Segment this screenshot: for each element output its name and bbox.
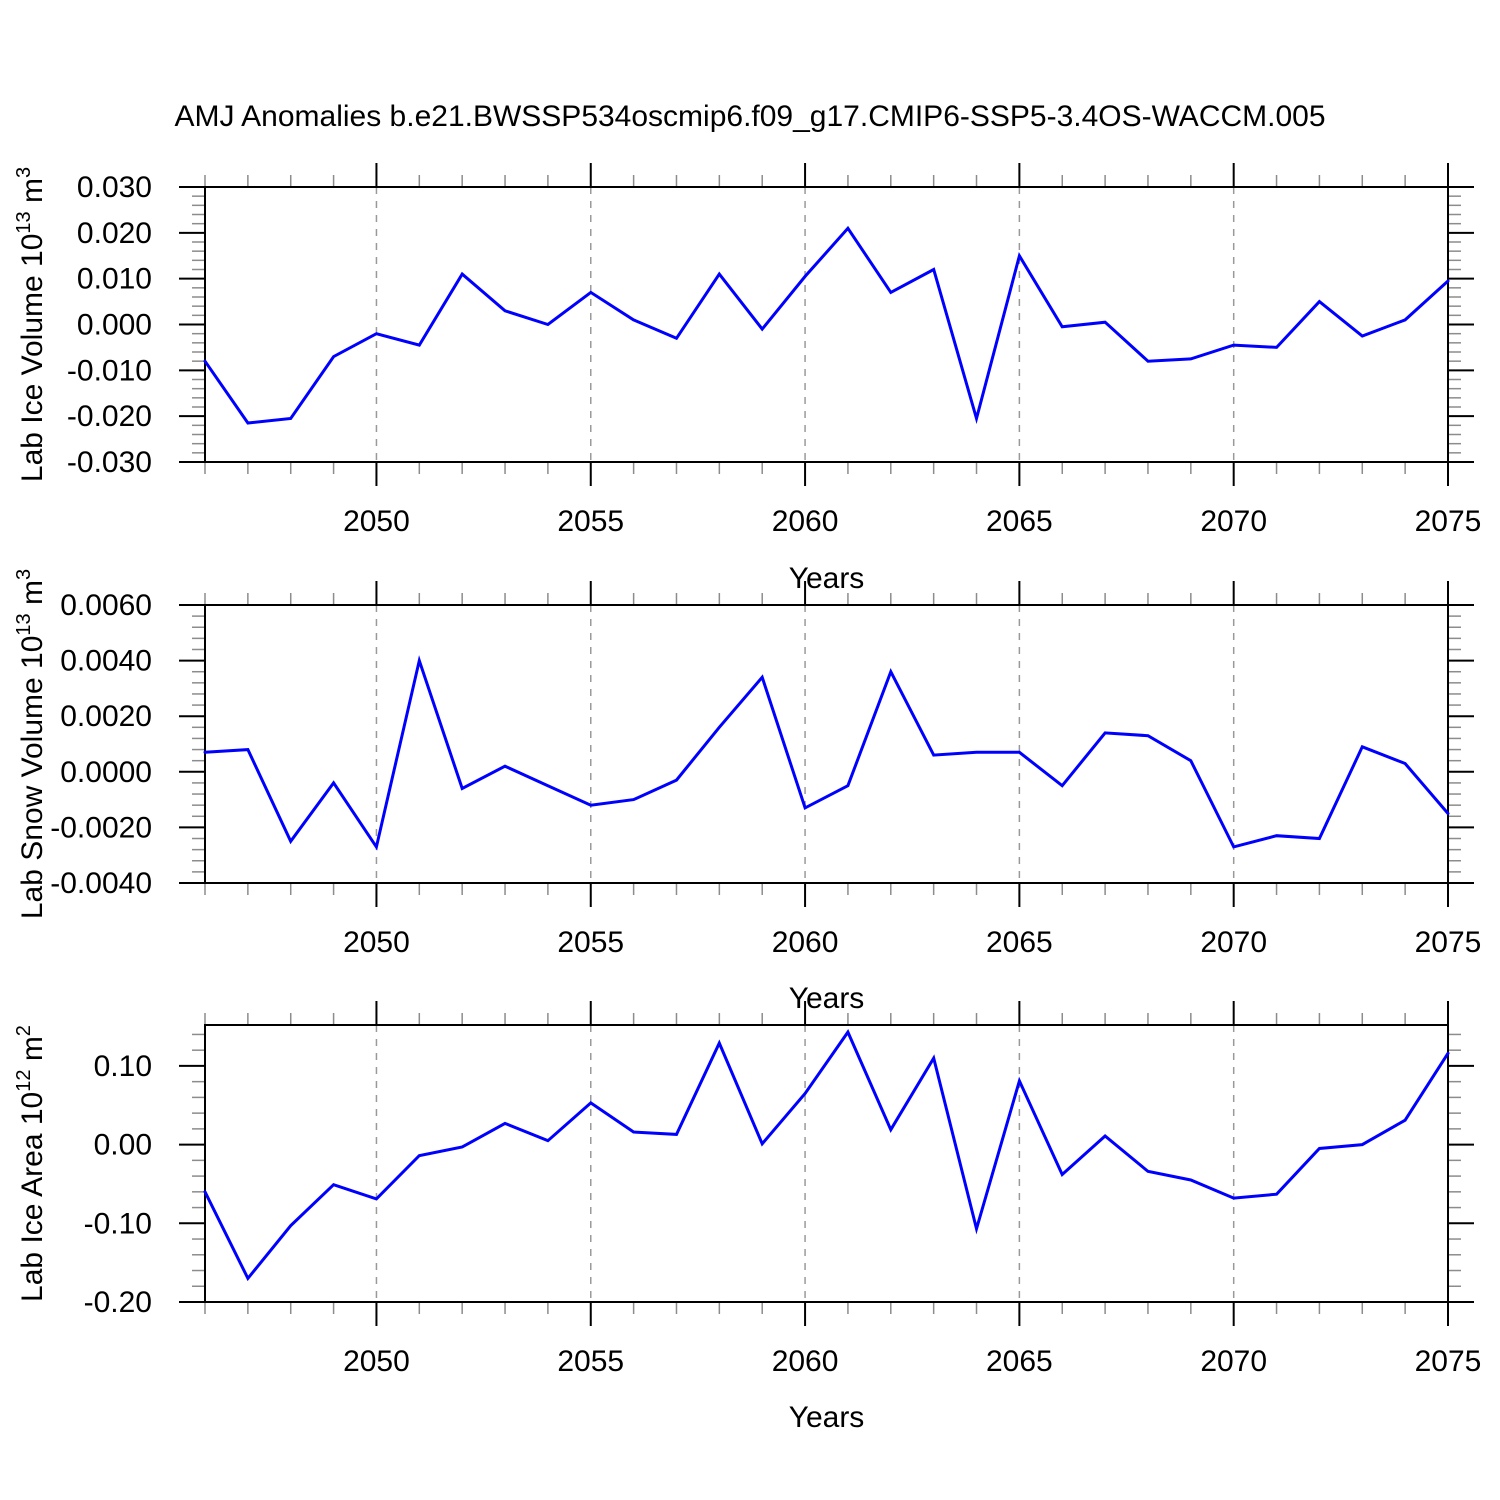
x-tick-label: 2065: [986, 926, 1053, 959]
chart-lab-snow-volume: 0.0060 0.0040 0.0020 0.0000 -0.0020 -0.0040 20…: [13, 569, 1481, 1015]
y-axis-label: Lab Ice Volume 1013 m3: [13, 167, 49, 482]
y-tick-label: -0.0020: [50, 811, 152, 844]
x-tick-label: 2050: [343, 1345, 410, 1378]
y-tick-label: -0.0040: [50, 867, 152, 900]
y-tick-label: -0.10: [84, 1207, 152, 1240]
plot-frame: [204, 186, 1449, 463]
y-tick-label: 0.0020: [60, 700, 152, 733]
plot-frame: [204, 1024, 1449, 1303]
y-axis-label: Lab Snow Volume 1013 m3: [13, 569, 49, 919]
y-tick-label: 0.030: [77, 171, 152, 204]
y-tick-label: 0.000: [77, 309, 152, 342]
x-tick-label: 2050: [343, 926, 410, 959]
x-tick-label: 2050: [343, 505, 410, 538]
x-tick-label: 2065: [986, 505, 1053, 538]
y-tick-label: 0.0040: [60, 645, 152, 678]
series-line: [203, 1029, 1450, 1282]
x-axis-label: Years: [789, 982, 865, 1015]
series-line: [203, 225, 1450, 425]
y-tick-label: 0.10: [94, 1050, 152, 1083]
y-tick-label: 0.0000: [60, 756, 152, 789]
x-tick-label: 2065: [986, 1345, 1053, 1378]
x-tick-label: 2070: [1200, 1345, 1267, 1378]
y-tick-label: -0.20: [84, 1286, 152, 1319]
y-tick-label: 0.0060: [60, 589, 152, 622]
figure-title: AMJ Anomalies b.e21.BWSSP534oscmip6.f09_…: [174, 100, 1326, 133]
x-tick-label: 2060: [772, 1345, 839, 1378]
y-tick-label: -0.010: [67, 354, 152, 387]
x-tick-label: 2055: [557, 1345, 624, 1378]
x-tick-label: 2055: [557, 926, 624, 959]
series-line: [203, 655, 1450, 851]
x-tick-label: 2070: [1200, 505, 1267, 538]
x-axis-label: Years: [789, 562, 865, 595]
plot-frame: [204, 604, 1449, 884]
y-tick-label: 0.00: [94, 1129, 152, 1162]
y-tick-label: 0.020: [77, 217, 152, 250]
y-tick-label: -0.020: [67, 400, 152, 433]
y-tick-label: -0.030: [67, 446, 152, 479]
x-tick-label: 2075: [1415, 505, 1482, 538]
x-tick-label: 2060: [772, 505, 839, 538]
x-tick-label: 2075: [1415, 926, 1482, 959]
x-tick-label: 2075: [1415, 1345, 1482, 1378]
chart-lab-ice-area: 0.10 0.00 -0.10 -0.20 2050 2055 2060 2065 2070 20…: [13, 1001, 1481, 1434]
x-tick-label: 2070: [1200, 926, 1267, 959]
x-axis-label: Years: [789, 1401, 865, 1434]
x-tick-label: 2055: [557, 505, 624, 538]
y-tick-label: 0.010: [77, 263, 152, 296]
chart-lab-ice-volume: 0.030 0.020 0.010 0.000 -0.010 -0.020 -0.030 20…: [13, 163, 1481, 595]
x-tick-label: 2060: [772, 926, 839, 959]
y-axis-label: Lab Ice Area 1012 m2: [13, 1025, 49, 1302]
